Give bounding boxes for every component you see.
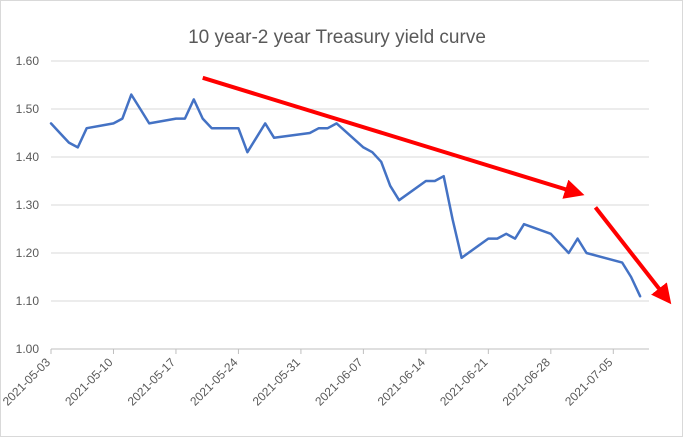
x-tick-label: 2021-05-24 bbox=[187, 355, 241, 409]
series-layer bbox=[49, 93, 642, 298]
x-tick-label: 2021-05-10 bbox=[62, 355, 116, 409]
x-tick-label: 2021-05-17 bbox=[125, 355, 179, 409]
annotations bbox=[202, 75, 672, 305]
y-tick-label: 1.00 bbox=[16, 342, 40, 356]
y-tick-label: 1.30 bbox=[16, 198, 40, 212]
x-tick-label: 2021-06-28 bbox=[500, 355, 554, 409]
gridlines bbox=[51, 60, 649, 350]
chart-title: 10 year-2 year Treasury yield curve bbox=[188, 27, 486, 48]
x-tick-label: 2021-07-05 bbox=[562, 355, 616, 409]
x-tick-label: 2021-06-07 bbox=[312, 355, 366, 409]
y-tick-label: 1.10 bbox=[16, 294, 40, 308]
x-tick-label: 2021-05-03 bbox=[1, 355, 53, 409]
trend-arrow bbox=[593, 206, 672, 305]
x-tick-label: 2021-06-14 bbox=[375, 355, 429, 409]
x-tick-label: 2021-06-21 bbox=[437, 355, 491, 409]
y-axis-ticks: 1.00 1.10 1.20 1.30 1.40 1.50 1.60 bbox=[16, 54, 40, 356]
y-tick-label: 1.60 bbox=[16, 54, 40, 68]
y-tick-label: 1.40 bbox=[16, 150, 40, 164]
series-line bbox=[49, 93, 642, 298]
trend-arrow bbox=[202, 75, 585, 199]
y-tick-label: 1.20 bbox=[16, 246, 40, 260]
x-tick-label: 2021-05-31 bbox=[250, 355, 304, 409]
x-axis-ticks: 2021-05-03 2021-05-10 2021-05-17 2021-05-24… bbox=[1, 349, 616, 409]
y-tick-label: 1.50 bbox=[16, 102, 40, 116]
